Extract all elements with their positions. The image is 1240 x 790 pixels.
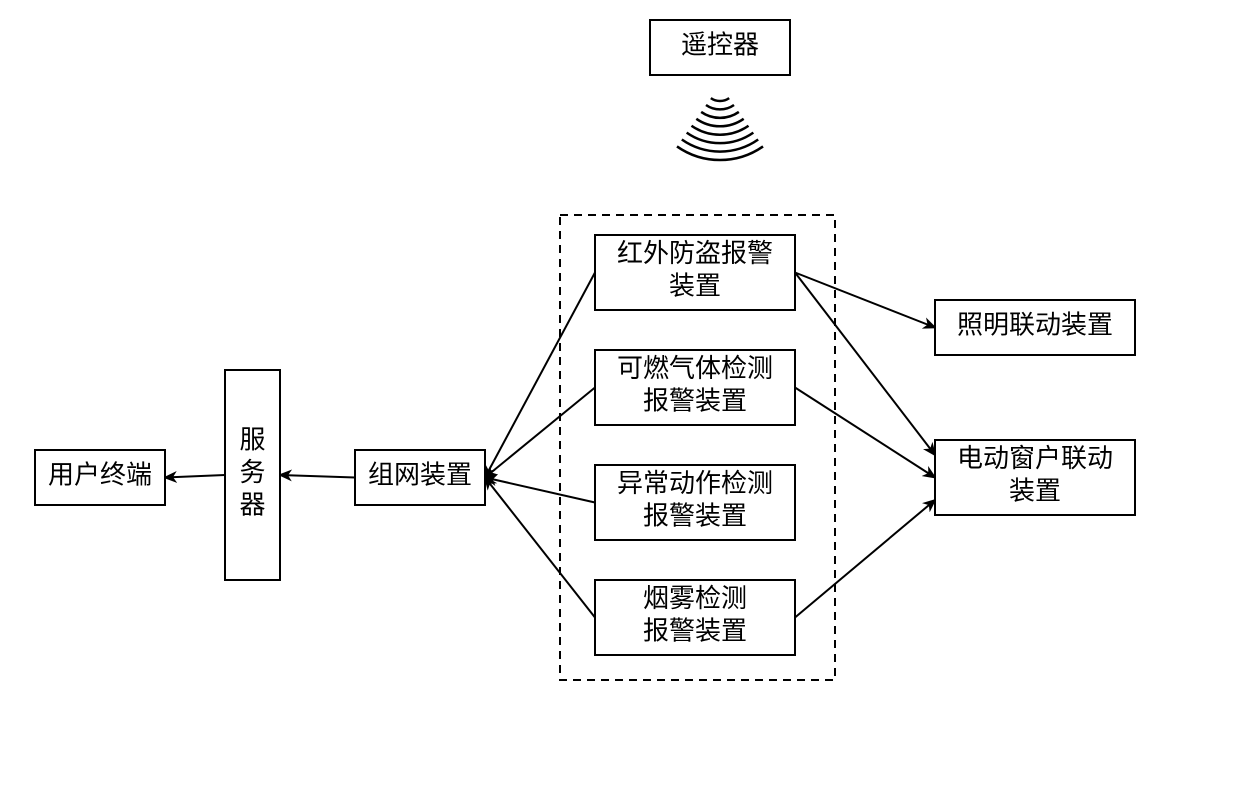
node-gas_alarm: 可燃气体检测报警装置 (595, 350, 795, 425)
node-ir_alarm-label: 红外防盗报警 (617, 239, 773, 268)
node-ir_alarm: 红外防盗报警装置 (595, 235, 795, 310)
node-window-label: 装置 (1009, 477, 1061, 506)
node-motion_alarm-label: 报警装置 (643, 502, 747, 531)
edge-network-to-server (280, 475, 355, 478)
wifi-arc-7 (677, 146, 763, 160)
node-server-label: 务 (239, 458, 265, 487)
wifi-arc-3 (696, 119, 743, 126)
node-server: 服务器 (225, 370, 280, 580)
wifi-arc-1 (706, 105, 734, 109)
node-motion_alarm: 异常动作检测报警装置 (595, 465, 795, 540)
node-smoke_alarm-label: 烟雾检测 (643, 584, 747, 613)
node-lighting: 照明联动装置 (935, 300, 1135, 355)
edge-server-to-terminal (165, 475, 225, 478)
wifi-signal-icon (677, 98, 763, 160)
node-window-label: 电动窗户联动 (957, 444, 1113, 473)
node-smoke_alarm-label: 报警装置 (643, 617, 747, 646)
node-server-label: 服 (239, 425, 265, 454)
node-window: 电动窗户联动装置 (935, 440, 1135, 515)
nodes-layer: 遥控器用户终端服务器组网装置红外防盗报警装置可燃气体检测报警装置异常动作检测报警… (35, 20, 1135, 655)
node-ir_alarm-label: 装置 (669, 272, 721, 301)
edge-gas_alarm-to-window (795, 388, 935, 478)
node-terminal-label: 用户终端 (48, 460, 152, 489)
wifi-arc-2 (701, 112, 739, 118)
node-network: 组网装置 (355, 450, 485, 505)
wifi-arc-0 (711, 98, 729, 101)
node-smoke_alarm: 烟雾检测报警装置 (595, 580, 795, 655)
diagram-canvas: 遥控器用户终端服务器组网装置红外防盗报警装置可燃气体检测报警装置异常动作检测报警… (0, 0, 1240, 790)
node-server-label: 器 (239, 490, 265, 519)
wifi-arc-6 (682, 140, 758, 152)
edge-ir_alarm-to-network (485, 273, 595, 478)
node-network-label: 组网装置 (368, 460, 472, 489)
node-remote: 遥控器 (650, 20, 790, 75)
node-gas_alarm-label: 报警装置 (643, 387, 747, 416)
node-lighting-label: 照明联动装置 (957, 310, 1113, 339)
node-remote-label: 遥控器 (681, 30, 759, 59)
node-gas_alarm-label: 可燃气体检测 (617, 354, 773, 383)
node-motion_alarm-label: 异常动作检测 (617, 469, 773, 498)
edge-gas_alarm-to-network (485, 388, 595, 478)
node-terminal: 用户终端 (35, 450, 165, 505)
edge-smoke_alarm-to-window (795, 500, 935, 618)
